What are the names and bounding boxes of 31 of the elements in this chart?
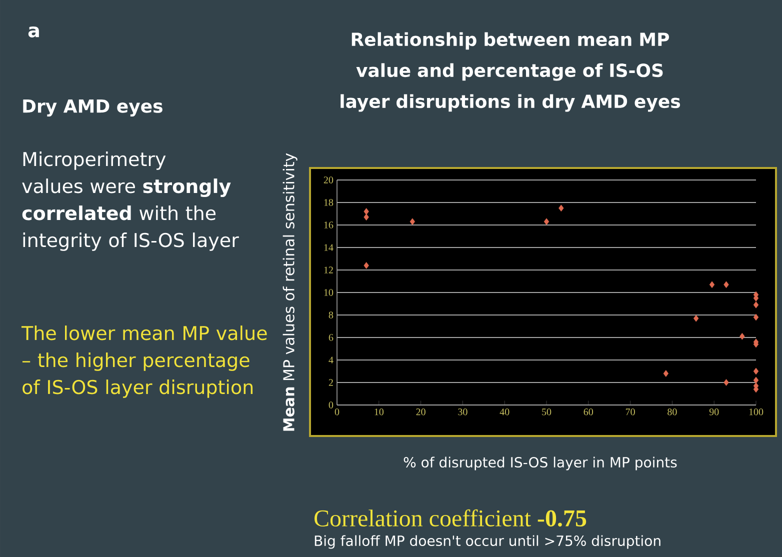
y-tick-label: 0 bbox=[328, 402, 334, 408]
x-tick-label: 20 bbox=[416, 408, 426, 416]
x-tick-label: 90 bbox=[709, 408, 719, 416]
x-tick-label: 30 bbox=[458, 408, 468, 416]
x-tick-label: 0 bbox=[334, 408, 340, 416]
text: Big falloff MP doesn't occur until >75% disruption bbox=[314, 535, 660, 549]
text: a bbox=[28, 26, 39, 38]
x-tick-label: 10 bbox=[374, 408, 384, 416]
text: The lower mean MP value – the higher percentage of IS-OS layer disruption bbox=[21, 326, 267, 398]
y-tick-label: 14 bbox=[324, 244, 334, 251]
x-tick-label: 40 bbox=[500, 408, 510, 416]
text: Dry AMD eyes bbox=[23, 99, 162, 116]
x-axis-title: % of disrupted IS-OS layer in MP points bbox=[404, 456, 677, 470]
text: Correlation coefficient -0.75 bbox=[314, 509, 586, 527]
x-tick-label: 100 bbox=[749, 408, 764, 416]
x-tick-label: 70 bbox=[626, 408, 635, 416]
chart-title: Relationship between mean MP value and percentage of IS-OS layer disruptions in dry AMD eyes bbox=[340, 32, 680, 112]
y-tick-label: 4 bbox=[328, 356, 334, 364]
y-tick-label: 16 bbox=[324, 222, 334, 228]
x-tick-label: 80 bbox=[668, 408, 677, 416]
y-axis-title: Mean MP values of retinal sensitivity bbox=[282, 153, 298, 431]
x-tick-label: 60 bbox=[584, 408, 594, 416]
y-tick-label: 6 bbox=[328, 334, 334, 341]
y-tick-label: 8 bbox=[328, 312, 334, 318]
y-tick-label: 20 bbox=[324, 176, 334, 184]
x-tick-label: 50 bbox=[542, 408, 552, 416]
y-tick-label: 18 bbox=[324, 199, 334, 206]
y-tick-label: 12 bbox=[324, 266, 333, 274]
y-tick-label: 2 bbox=[328, 379, 333, 386]
text: Microperimetry values were strongly correlated with the integrity of IS-OS layer bbox=[22, 152, 239, 251]
y-tick-label: 10 bbox=[324, 289, 334, 296]
